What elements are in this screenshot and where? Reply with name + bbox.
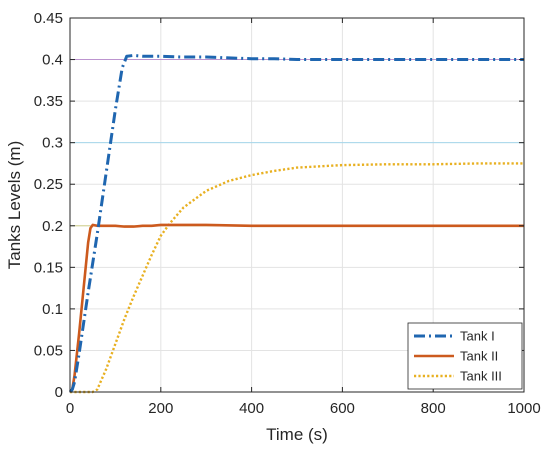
y-tick-label: 0.4 — [42, 52, 63, 69]
y-tick-label: 0.15 — [34, 259, 63, 276]
x-tick-label: 0 — [66, 400, 74, 417]
legend: Tank I Tank II Tank III — [407, 322, 523, 390]
y-tick-label: 0.45 — [34, 10, 63, 27]
y-tick-label: 0.1 — [42, 301, 63, 318]
y-tick-label: 0.05 — [34, 342, 63, 359]
x-axis-ticks: 0 200 400 600 800 1000 — [66, 18, 541, 417]
x-tick-label: 200 — [148, 400, 173, 417]
legend-label-tank-ii: Tank II — [460, 349, 498, 364]
series-lines — [68, 53, 524, 394]
grid — [69, 17, 525, 393]
series-line-tank-i — [68, 53, 524, 394]
x-tick-label: 800 — [421, 400, 446, 417]
legend-entry-tank-ii: Tank II — [414, 349, 498, 364]
x-tick-label: 1000 — [507, 400, 540, 417]
y-tick-label: 0 — [55, 384, 63, 401]
series-line-tank-iii — [70, 162, 524, 394]
x-tick-label: 400 — [239, 400, 264, 417]
y-tick-label: 0.2 — [42, 218, 63, 235]
legend-label-tank-i: Tank I — [460, 329, 495, 344]
legend-entry-tank-i: Tank I — [414, 329, 495, 344]
y-axis-title: Tanks Levels (m) — [5, 141, 24, 269]
x-axis-title: Time (s) — [266, 425, 328, 444]
y-tick-label: 0.35 — [34, 93, 63, 110]
y-tick-label: 0.25 — [34, 176, 63, 193]
y-tick-label: 0.3 — [42, 135, 63, 152]
legend-label-tank-iii: Tank III — [460, 369, 502, 384]
legend-entry-tank-iii: Tank III — [414, 369, 502, 384]
x-tick-label: 600 — [330, 400, 355, 417]
plot-frame — [69, 17, 525, 393]
series-line-tank-ii — [69, 223, 524, 393]
y-axis-ticks: 0 0.05 0.1 0.15 0.2 0.25 0.3 0.35 0.4 0.45 — [34, 10, 524, 401]
